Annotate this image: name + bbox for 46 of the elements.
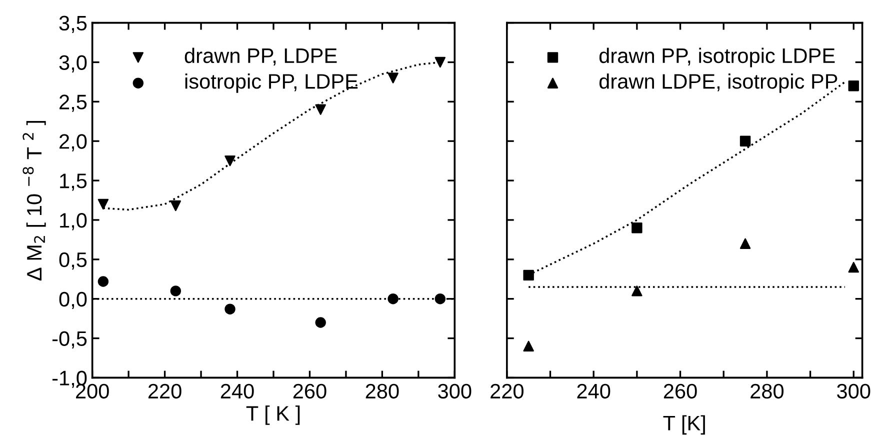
point <box>315 317 326 328</box>
x-tick-label: 260 <box>293 384 326 399</box>
y-tick-label: 1,0 <box>60 212 87 230</box>
point <box>523 270 534 281</box>
point <box>98 276 109 287</box>
x-tick-label: 240 <box>577 384 610 399</box>
y-tick-label: 2,5 <box>60 94 87 112</box>
legend-label: isotropic PP, LDPE <box>185 73 358 93</box>
point <box>98 198 109 210</box>
point <box>523 340 534 352</box>
y-axis-title: Δ M$_{2}$ [ 10 $^{−8}$ T $^{2}$ ] <box>22 120 46 280</box>
point <box>848 80 859 92</box>
x-tick-label: 220 <box>490 384 524 399</box>
point <box>224 155 236 166</box>
y-tick-label: 1,5 <box>60 174 87 191</box>
point <box>170 200 182 212</box>
point <box>632 286 642 296</box>
legend-label: drawn LDPE, isotropic PP <box>599 73 838 93</box>
point <box>434 56 446 68</box>
y-tick-label: 0,0 <box>59 292 87 310</box>
y-tick-label: 3,5 <box>59 16 87 34</box>
x-tick-label: 220 <box>148 384 182 399</box>
point <box>170 286 182 296</box>
point <box>848 262 859 273</box>
x-axis-title: T [K] <box>663 415 705 435</box>
x-tick-label: 260 <box>664 384 697 399</box>
x-tick-label: 280 <box>366 384 399 399</box>
point <box>632 222 642 234</box>
x-tick-label: 240 <box>220 384 254 399</box>
y-tick-label: 3,0 <box>59 55 87 72</box>
point <box>388 293 398 304</box>
point <box>315 104 326 115</box>
point <box>740 238 751 249</box>
legend-label: drawn PP, LDPE <box>184 48 337 66</box>
x-axis-title: T [ K ] <box>246 405 300 425</box>
point <box>388 72 398 84</box>
y-tick-label: -0,5 <box>52 331 87 348</box>
y-tick-label: 0,5 <box>59 252 87 270</box>
x-tick-label: 300 <box>438 384 472 399</box>
point <box>434 293 446 304</box>
point <box>740 136 751 146</box>
x-tick-label: 300 <box>837 384 870 399</box>
x-tick-label: 280 <box>750 384 784 399</box>
legend-label: drawn PP, isotropic LDPE <box>599 48 835 68</box>
y-tick-label: 2,0 <box>60 134 87 152</box>
point <box>224 304 236 314</box>
